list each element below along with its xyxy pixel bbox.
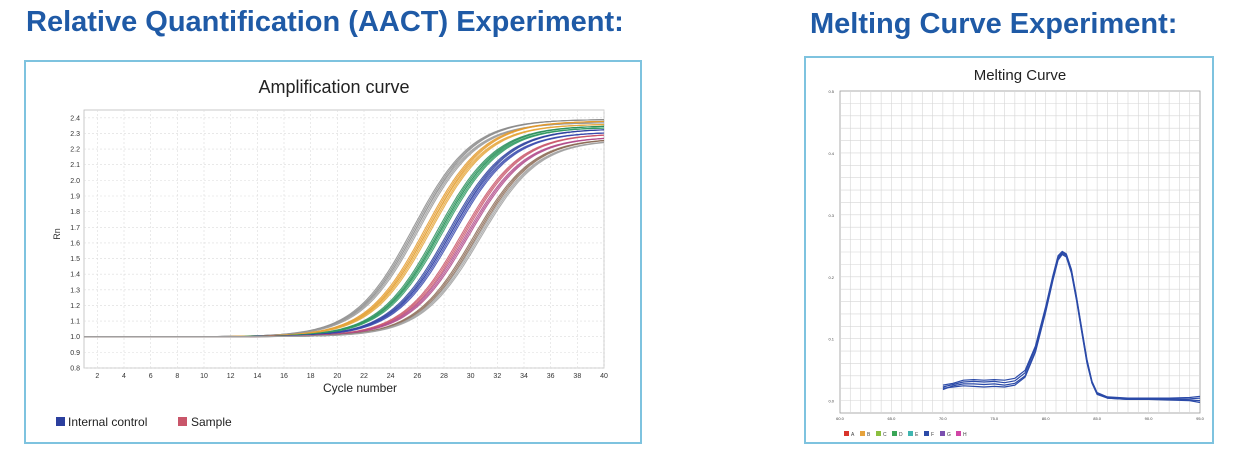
melting-y-tick-label: 0.4 <box>828 151 834 156</box>
melting-x-tick-label: 90.0 <box>1145 416 1154 421</box>
melting-x-tick-label: 85.0 <box>1093 416 1102 421</box>
melting-x-tick-label: 60.0 <box>836 416 845 421</box>
amplification-x-tick-label: 22 <box>360 373 368 380</box>
melting-x-ticks: 60.0 65.0 70.0 75.0 80.0 85.0 90.0 95.0 <box>836 416 1205 421</box>
amplification-heading: Relative Quantification (AACT) Experimen… <box>26 6 624 38</box>
amplification-curves <box>84 119 605 338</box>
amplification-x-tick-label: 14 <box>253 373 261 380</box>
melting-x-tick-label: 80.0 <box>1042 416 1051 421</box>
melting-y-tick-label: 0.3 <box>828 213 834 218</box>
amplification-x-tick-label: 18 <box>307 373 315 380</box>
melting-curves <box>942 250 1201 404</box>
amplification-y-tick-label: 2.1 <box>70 162 80 169</box>
legend-label-internal-control: Internal control <box>68 415 147 429</box>
melting-legend-label: E <box>915 432 919 438</box>
amplification-y-tick-label: 1.4 <box>70 272 80 279</box>
amplification-chart: Amplification curve 0.8 0.9 1.0 1.1 1.2 1.3 1.… <box>52 77 608 429</box>
legend-label-sample: Sample <box>191 415 232 429</box>
amplification-legend: Internal control Sample <box>56 415 232 429</box>
melting-legend-swatch <box>844 431 849 436</box>
amplification-y-tick-label: 0.8 <box>70 366 80 373</box>
melting-y-tick-label: 0.1 <box>828 337 834 342</box>
amplification-y-tick-label: 0.9 <box>70 350 80 357</box>
amplification-x-tick-label: 4 <box>122 373 126 380</box>
melting-legend-label: B <box>867 432 871 438</box>
legend-swatch-sample <box>178 417 187 426</box>
amplification-x-tick-label: 36 <box>547 373 555 380</box>
melting-legend-label: A <box>851 432 855 438</box>
melting-heading: Melting Curve Experiment: <box>810 8 1178 40</box>
melting-chart-panel: Melting Curve 0.0 0.1 0.2 0.3 0.4 0.5 60.0 65.… <box>804 56 1214 444</box>
melting-legend-swatch <box>940 431 945 436</box>
melting-legend-label: H <box>963 432 967 438</box>
melting-series-line <box>942 250 1201 399</box>
amplification-chart-title: Amplification curve <box>258 77 409 97</box>
amplification-y-tick-label: 2.2 <box>70 147 80 154</box>
melting-grid <box>839 90 1201 414</box>
amplification-x-tick-label: 28 <box>440 373 448 380</box>
amplification-x-ticks: 2 4 6 8 10 12 14 16 18 20 22 24 26 28 30 32 34 36 38 40 <box>95 373 608 380</box>
melting-y-tick-label: 0.2 <box>828 275 834 280</box>
melting-legend-swatch <box>860 431 865 436</box>
melting-legend-label: D <box>899 432 903 438</box>
melting-series-line <box>942 253 1201 404</box>
melting-legend: A B C D E F G H <box>844 431 967 438</box>
amplification-y-tick-label: 1.1 <box>70 319 80 326</box>
melting-y-tick-label: 0.5 <box>828 89 834 94</box>
melting-x-tick-label: 65.0 <box>888 416 897 421</box>
amplification-series-line <box>84 142 605 338</box>
melting-legend-swatch <box>924 431 929 436</box>
amplification-x-tick-label: 8 <box>175 373 179 380</box>
melting-legend-label: C <box>883 432 887 438</box>
melting-chart-title: Melting Curve <box>974 67 1067 84</box>
amplification-x-tick-label: 38 <box>573 373 581 380</box>
amplification-y-tick-label: 1.8 <box>70 209 80 216</box>
amplification-y-axis-label: Rn <box>52 228 62 240</box>
amplification-x-tick-label: 12 <box>227 373 235 380</box>
amplification-x-tick-label: 20 <box>333 373 341 380</box>
amplification-x-tick-label: 24 <box>387 373 395 380</box>
amplification-y-tick-label: 1.5 <box>70 256 80 263</box>
amplification-y-tick-label: 2.0 <box>70 178 80 185</box>
melting-x-tick-label: 70.0 <box>939 416 948 421</box>
amplification-y-ticks: 0.8 0.9 1.0 1.1 1.2 1.3 1.4 1.5 1.6 1.7 1.8 1.9 2.0 2… <box>70 115 80 372</box>
amplification-x-tick-label: 6 <box>149 373 153 380</box>
melting-legend-swatch <box>876 431 881 436</box>
amplification-x-tick-label: 40 <box>600 373 608 380</box>
amplification-x-tick-label: 26 <box>413 373 421 380</box>
melting-y-ticks: 0.0 0.1 0.2 0.3 0.4 0.5 <box>828 89 834 404</box>
amplification-x-axis-label: Cycle number <box>323 381 397 395</box>
amplification-y-tick-label: 1.7 <box>70 225 80 232</box>
amplification-x-tick-label: 10 <box>200 373 208 380</box>
amplification-x-tick-label: 34 <box>520 373 528 380</box>
amplification-y-tick-label: 1.0 <box>70 334 80 341</box>
amplification-y-tick-label: 1.9 <box>70 194 80 201</box>
melting-legend-label: F <box>931 432 934 438</box>
melting-y-tick-label: 0.0 <box>828 399 834 404</box>
amplification-x-tick-label: 32 <box>493 373 501 380</box>
melting-legend-label: G <box>947 432 951 438</box>
melting-chart: Melting Curve 0.0 0.1 0.2 0.3 0.4 0.5 60.0 65.… <box>828 67 1205 438</box>
melting-legend-swatch <box>956 431 961 436</box>
amplification-y-tick-label: 2.4 <box>70 115 80 122</box>
legend-swatch-internal-control <box>56 417 65 426</box>
melting-x-tick-label: 75.0 <box>990 416 999 421</box>
amplification-x-tick-label: 2 <box>95 373 99 380</box>
melting-legend-swatch <box>892 431 897 436</box>
melting-legend-swatch <box>908 431 913 436</box>
melting-x-tick-label: 95.0 <box>1196 416 1205 421</box>
amplification-x-tick-label: 16 <box>280 373 288 380</box>
amplification-y-tick-label: 2.3 <box>70 131 80 138</box>
amplification-y-tick-label: 1.3 <box>70 287 80 294</box>
amplification-x-tick-label: 30 <box>467 373 475 380</box>
amplification-y-tick-label: 1.2 <box>70 303 80 310</box>
amplification-chart-panel: Amplification curve 0.8 0.9 1.0 1.1 1.2 1.3 1.… <box>24 60 642 444</box>
amplification-y-tick-label: 1.6 <box>70 240 80 247</box>
